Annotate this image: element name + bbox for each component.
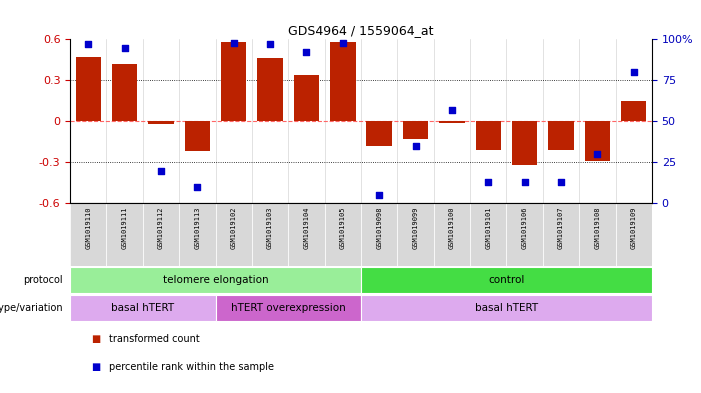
Bar (288, 204, 325, 266)
Bar (70, 204, 107, 266)
Text: basal hTERT: basal hTERT (475, 303, 538, 313)
Point (555, 179, 566, 185)
Text: GSM1019100: GSM1019100 (449, 207, 455, 249)
Bar (330, 42, 355, 121)
Text: protocol: protocol (23, 275, 63, 285)
Bar (257, 59, 283, 121)
Text: GSM1019113: GSM1019113 (194, 207, 200, 249)
Bar (179, 204, 216, 266)
Bar (585, 121, 610, 161)
Point (410, 143, 421, 149)
Text: GSM1019103: GSM1019103 (267, 207, 273, 249)
Bar (361, 296, 652, 321)
Text: GSM1019110: GSM1019110 (86, 207, 91, 249)
Bar (216, 204, 252, 266)
Bar (579, 204, 615, 266)
Point (119, 44, 130, 51)
Bar (470, 204, 506, 266)
Bar (361, 204, 397, 266)
Bar (70, 267, 361, 292)
Bar (149, 121, 174, 124)
Text: GSM1019112: GSM1019112 (158, 207, 164, 249)
Bar (70, 296, 216, 321)
Point (192, 184, 203, 190)
Point (447, 107, 458, 113)
Text: control: control (489, 275, 524, 285)
Text: ■: ■ (91, 334, 100, 344)
Text: percentile rank within the sample: percentile rank within the sample (109, 362, 273, 371)
Bar (76, 57, 101, 121)
Text: telomere elongation: telomere elongation (163, 275, 268, 285)
Text: GSM1019111: GSM1019111 (122, 207, 128, 249)
Point (264, 41, 275, 48)
Bar (112, 64, 137, 121)
Bar (361, 267, 652, 292)
Bar (512, 121, 538, 165)
Text: hTERT overexpression: hTERT overexpression (231, 303, 346, 313)
Point (228, 39, 239, 46)
Bar (506, 204, 543, 266)
Text: GSM1019107: GSM1019107 (558, 207, 564, 249)
Title: GDS4964 / 1559064_at: GDS4964 / 1559064_at (288, 24, 434, 37)
Text: GSM1019101: GSM1019101 (485, 207, 491, 249)
Text: GSM1019109: GSM1019109 (631, 207, 637, 249)
Point (156, 167, 167, 174)
Bar (403, 121, 428, 139)
Bar (107, 204, 143, 266)
Bar (440, 121, 465, 123)
Text: basal hTERT: basal hTERT (111, 303, 175, 313)
Bar (548, 121, 573, 150)
Point (83, 41, 94, 48)
Point (628, 69, 639, 75)
Bar (252, 204, 288, 266)
Bar (475, 121, 501, 150)
Point (337, 39, 348, 46)
Text: GSM1019108: GSM1019108 (594, 207, 600, 249)
Bar (325, 204, 361, 266)
Text: GSM1019098: GSM1019098 (376, 207, 382, 249)
Bar (434, 204, 470, 266)
Text: GSM1019105: GSM1019105 (340, 207, 346, 249)
Text: GSM1019099: GSM1019099 (413, 207, 418, 249)
Bar (543, 204, 579, 266)
Bar (367, 121, 392, 146)
Text: genotype/variation: genotype/variation (0, 303, 63, 313)
Point (519, 179, 530, 185)
Bar (621, 101, 646, 121)
Bar (216, 296, 361, 321)
Point (374, 192, 385, 198)
Text: GSM1019104: GSM1019104 (304, 207, 309, 249)
Bar (184, 121, 210, 151)
Text: GSM1019102: GSM1019102 (231, 207, 237, 249)
Bar (143, 204, 179, 266)
Text: GSM1019106: GSM1019106 (522, 207, 528, 249)
Point (483, 179, 494, 185)
Bar (221, 42, 247, 121)
Point (592, 151, 603, 157)
Bar (294, 75, 319, 121)
Text: transformed count: transformed count (109, 334, 199, 344)
Text: ■: ■ (91, 362, 100, 371)
Bar (397, 204, 434, 266)
Bar (615, 204, 652, 266)
Point (301, 49, 312, 55)
